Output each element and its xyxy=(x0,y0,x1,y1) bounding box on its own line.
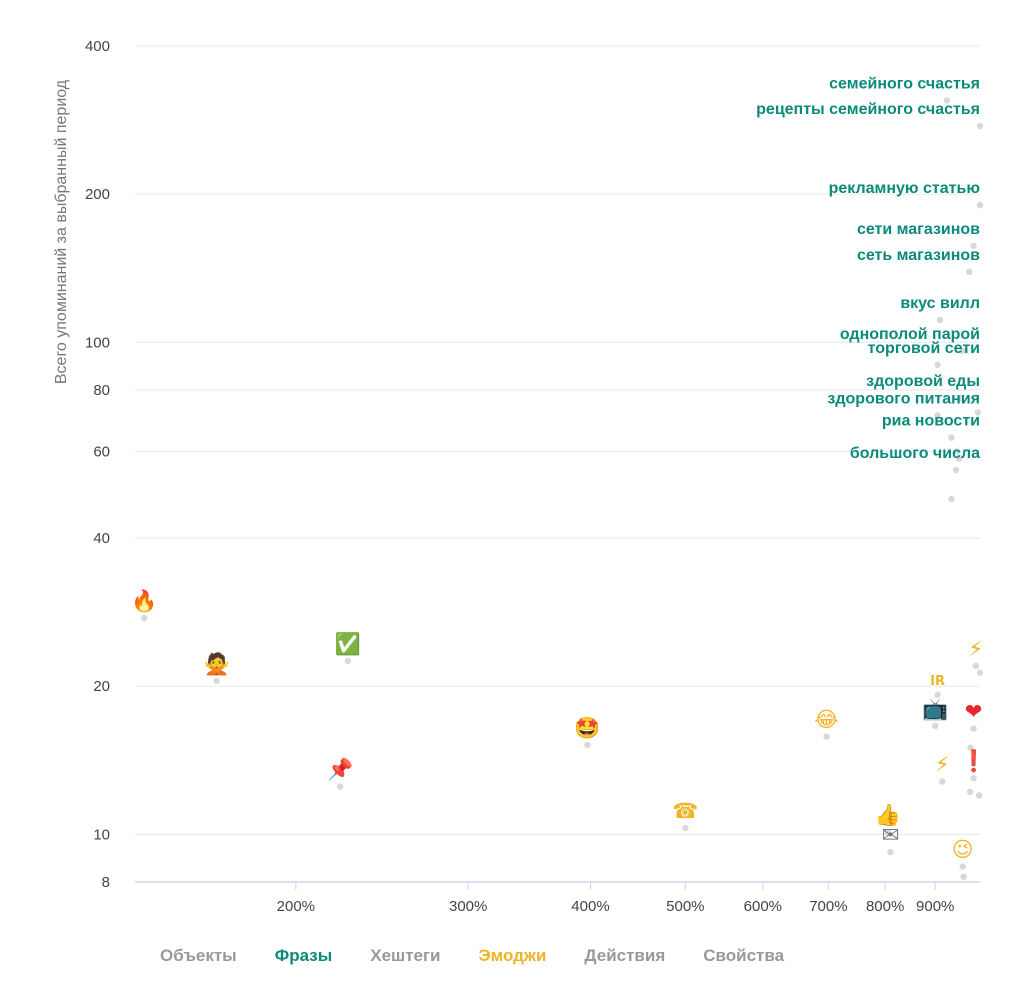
y-tick-label: 60 xyxy=(93,443,110,460)
phrase-point[interactable] xyxy=(976,122,984,130)
x-tick-label: 600% xyxy=(744,898,782,915)
phrase-label[interactable]: большого числа xyxy=(850,445,980,462)
background-point xyxy=(974,409,982,416)
phrase-point[interactable] xyxy=(957,394,964,402)
y-tick-label: 100 xyxy=(85,334,110,351)
x-tick-label: 400% xyxy=(571,898,609,915)
emoji-point xyxy=(884,828,891,836)
red-heart-icon[interactable]: ❤ xyxy=(965,700,983,724)
phrase-label[interactable]: сети магазинов xyxy=(857,221,980,238)
phrase-point[interactable] xyxy=(966,268,973,276)
emoji-point xyxy=(970,775,977,782)
emoji-series: 🔥 🙅 ✅ 📌 🤩 ☎ 😂 👍✉ 📺 IR ⚡ ⚡ ❤ ❗ 😉 xyxy=(131,588,987,870)
background-point xyxy=(948,495,955,503)
x-tick-label: 200% xyxy=(277,898,315,915)
scatter-chart: 8 10 20 40 60 80 100 200 400 200% 300% 400% 500% 600… xyxy=(53,38,987,915)
y-tick-label: 200 xyxy=(85,186,110,203)
background-point xyxy=(975,792,983,799)
thumbs-up-icon[interactable]: 👍 xyxy=(875,802,901,827)
phrase-label[interactable]: рекламную статью xyxy=(829,180,981,197)
high-voltage-icon[interactable]: ⚡ xyxy=(935,753,950,777)
legend-item-emojis[interactable]: Эмоджи xyxy=(478,946,547,965)
exclamation-mark-icon[interactable]: ❗ xyxy=(960,748,986,773)
emoji-point xyxy=(344,657,351,665)
background-point xyxy=(966,788,974,796)
phrase-label[interactable]: здорового питания xyxy=(827,390,980,407)
legend-item-properties[interactable]: Свойства xyxy=(703,946,785,965)
legend-item-hashtags[interactable]: Хештеги xyxy=(370,946,441,965)
emoji-point xyxy=(939,778,946,785)
emoji-point xyxy=(336,783,344,790)
background-point xyxy=(955,455,963,462)
x-tick-label: 300% xyxy=(449,898,487,915)
emoji-point xyxy=(584,741,591,749)
emoji-point xyxy=(972,662,979,670)
emoji-point xyxy=(682,824,689,832)
background-point xyxy=(960,873,967,880)
fire-icon[interactable]: 🔥 xyxy=(131,588,157,613)
phrase-label[interactable]: сеть магазинов xyxy=(857,247,980,264)
pushpin-icon[interactable]: 📌 xyxy=(327,757,353,782)
background-point xyxy=(976,669,984,676)
phrase-point[interactable] xyxy=(959,347,966,355)
emoji-point xyxy=(887,848,894,856)
x-tick-label: 800% xyxy=(866,898,904,915)
phrase-label[interactable]: однополой парой xyxy=(840,326,980,343)
legend-item-actions[interactable]: Действия xyxy=(584,946,666,965)
ir-text-icon[interactable]: IR xyxy=(930,674,945,689)
x-tick-label: 900% xyxy=(916,898,954,915)
emoji-point xyxy=(213,677,220,685)
legend-item-objects[interactable]: Объекты xyxy=(160,946,237,965)
background-points xyxy=(948,409,984,880)
phrase-label[interactable]: здоровой еды xyxy=(866,373,980,390)
phrase-point[interactable] xyxy=(952,466,960,474)
phrase-label[interactable]: вкус вилл xyxy=(900,295,980,312)
x-axis-ticks: 200% 300% 400% 500% 600% 700% 800% 900% xyxy=(277,882,954,915)
envelope-icon[interactable]: ✉ xyxy=(882,823,900,847)
x-tick-label: 500% xyxy=(666,898,704,915)
high-voltage-icon[interactable]: ⚡ xyxy=(968,637,983,661)
phrase-point[interactable] xyxy=(934,412,941,419)
emoji-point xyxy=(934,691,941,699)
television-icon[interactable]: 📺 xyxy=(922,697,948,721)
background-point xyxy=(967,744,974,751)
background-point xyxy=(954,448,961,455)
y-tick-label: 8 xyxy=(102,874,110,891)
y-axis-ticks: 8 10 20 40 60 80 100 200 400 xyxy=(85,38,110,891)
legend-item-phrases[interactable]: Фразы xyxy=(274,946,333,965)
y-tick-label: 80 xyxy=(93,382,110,399)
y-tick-label: 20 xyxy=(93,678,110,695)
phrase-series: семейного счастья рецепты семейного счаст… xyxy=(756,75,984,474)
emoji-point xyxy=(141,614,148,622)
woman-gesturing-no-icon[interactable]: 🙅 xyxy=(204,651,230,676)
phrase-label[interactable]: семейного счастья xyxy=(829,75,980,92)
phrase-point[interactable] xyxy=(970,242,977,250)
winking-face-icon[interactable]: 😉 xyxy=(952,838,974,862)
phrase-label[interactable]: риа новости xyxy=(882,413,980,430)
y-tick-label: 40 xyxy=(93,530,110,547)
phrase-label[interactable]: торговой сети xyxy=(868,340,980,357)
y-axis-title: Всего упоминаний за выбранный период xyxy=(53,79,70,384)
emoji-point xyxy=(970,725,977,732)
telephone-icon[interactable]: ☎ xyxy=(672,799,698,823)
legend: Объекты Фразы Хештеги Эмоджи Действия Свойств… xyxy=(160,944,822,968)
emoji-point xyxy=(932,722,939,730)
y-tick-label: 10 xyxy=(93,826,110,843)
phrase-point[interactable] xyxy=(948,434,955,441)
tears-of-joy-icon[interactable]: 😂 xyxy=(814,708,839,732)
y-tick-label: 400 xyxy=(85,38,110,55)
check-mark-button-icon[interactable]: ✅ xyxy=(335,631,361,656)
grid-lines xyxy=(135,45,980,835)
star-struck-icon[interactable]: 🤩 xyxy=(574,716,600,740)
phrase-point[interactable] xyxy=(936,316,944,324)
phrase-point[interactable] xyxy=(976,201,984,209)
phrase-point[interactable] xyxy=(934,361,941,368)
phrase-label[interactable]: рецепты семейного счастья xyxy=(756,101,980,118)
x-tick-label: 700% xyxy=(809,898,847,915)
emoji-point xyxy=(823,733,830,740)
emoji-point xyxy=(959,863,966,870)
phrase-point[interactable] xyxy=(943,97,951,104)
